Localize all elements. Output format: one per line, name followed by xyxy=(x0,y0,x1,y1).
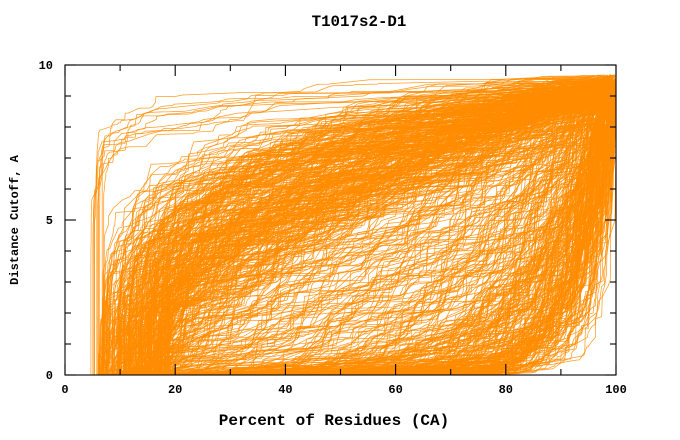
svg-text:5: 5 xyxy=(46,214,53,228)
svg-text:40: 40 xyxy=(278,383,292,397)
svg-text:60: 60 xyxy=(388,383,402,397)
svg-text:80: 80 xyxy=(499,383,513,397)
svg-text:20: 20 xyxy=(168,383,182,397)
svg-text:100: 100 xyxy=(605,383,627,397)
svg-text:0: 0 xyxy=(46,369,53,383)
svg-text:0: 0 xyxy=(61,383,68,397)
svg-text:10: 10 xyxy=(39,59,53,73)
